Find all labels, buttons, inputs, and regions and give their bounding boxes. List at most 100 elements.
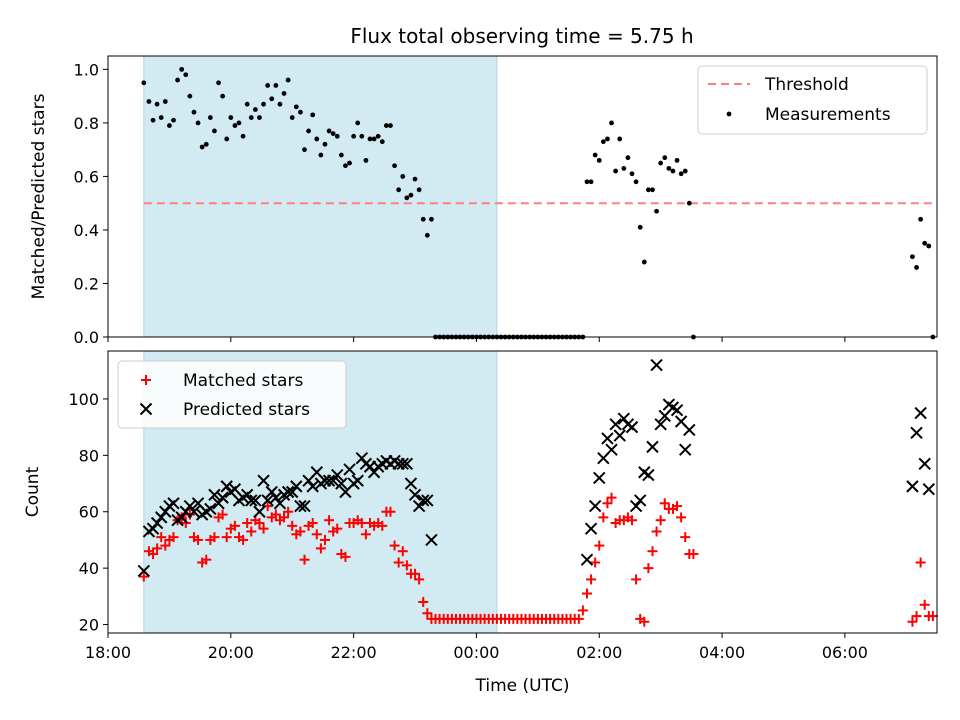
- predicted-star-point: [253, 505, 266, 518]
- bottom-panel: 20 40 60 80 100 18:00 20:00 22:00 00:00 02:00 04:…: [23, 350, 938, 696]
- measurement-point: [412, 176, 418, 182]
- measurement-point: [338, 152, 344, 158]
- matched-star-point: [377, 520, 388, 531]
- measurement-point: [191, 109, 197, 115]
- measurement-point: [302, 147, 307, 153]
- measurement-point: [343, 163, 348, 169]
- matched-star-point: [915, 557, 926, 568]
- measurement-point: [326, 128, 332, 134]
- measurement-point: [216, 80, 221, 86]
- predicted-star-point: [269, 491, 283, 504]
- measurement-point: [666, 166, 672, 171]
- measurement-point: [199, 144, 205, 150]
- measurement-point: [212, 128, 217, 134]
- predicted-star-point: [257, 474, 270, 487]
- measurement-point: [914, 265, 919, 270]
- x-axis-label: Time (UTC): [475, 676, 570, 696]
- predicted-star-point: [183, 499, 197, 513]
- matched-star-point: [324, 515, 335, 526]
- matched-star-point: [311, 529, 322, 540]
- predicted-star-point: [642, 468, 655, 482]
- legend-matched-swatch: [141, 375, 151, 385]
- top-panel: 0.0 0.2 0.4 0.6 0.8 1.0 Matched/Predicted sta…: [29, 55, 938, 347]
- measurement-point: [584, 179, 590, 185]
- matched-star-point: [911, 611, 922, 622]
- y-tick-label: 20: [79, 616, 99, 635]
- y-tick-label: 100: [68, 390, 99, 409]
- measurement-point: [367, 136, 373, 142]
- matched-star-point: [295, 526, 306, 537]
- top-y-ticks: 0.0 0.2 0.4 0.6 0.8 1.0: [74, 60, 108, 347]
- matched-star-point: [254, 518, 265, 529]
- measurement-point: [154, 101, 160, 107]
- measurement-point: [281, 91, 287, 96]
- matched-star-point: [332, 523, 343, 534]
- measurement-point: [252, 107, 258, 112]
- predicted-star-point: [646, 440, 659, 454]
- measurement-point: [910, 254, 915, 260]
- x-tick-label: 00:00: [453, 643, 499, 662]
- measurement-point: [392, 163, 397, 169]
- y-tick-label: 0.0: [74, 328, 99, 347]
- predicted-star-point: [580, 553, 594, 566]
- measurement-point: [285, 77, 291, 83]
- measurement-point: [641, 259, 647, 265]
- measurement-point: [588, 179, 594, 185]
- measurement-point: [918, 216, 924, 222]
- matched-star-point: [594, 540, 605, 551]
- top-axes-frame: [107, 55, 938, 338]
- predicted-star-point: [613, 429, 626, 442]
- measurement-point: [375, 133, 381, 139]
- top-legend: Threshold Measurements: [697, 65, 928, 135]
- measurement-point: [146, 99, 152, 104]
- matched-star-point: [655, 515, 666, 526]
- matched-star-point: [148, 549, 159, 560]
- matched-star-point: [573, 613, 584, 624]
- measurement-point: [220, 93, 226, 99]
- matched-star-point: [422, 608, 433, 619]
- y-tick-label: 0.4: [74, 221, 99, 240]
- predicted-star-point: [216, 491, 229, 504]
- measurement-point: [203, 141, 209, 147]
- predicted-star-point: [625, 420, 639, 434]
- matched-star-point: [283, 506, 294, 517]
- matched-star-point: [160, 540, 171, 551]
- matched-star-point: [279, 512, 290, 523]
- predicted-star-point: [281, 485, 295, 499]
- predicted-star-point: [679, 443, 692, 456]
- predicted-star-point: [150, 516, 164, 530]
- measurement-point: [273, 83, 279, 88]
- matched-star-point: [156, 532, 167, 543]
- predicted-star-point: [187, 505, 201, 518]
- predicted-star-point: [245, 494, 258, 507]
- predicted-star-point: [331, 468, 344, 482]
- top-shaded-span: [143, 55, 498, 338]
- predicted-star-point: [155, 511, 168, 524]
- measurement-point: [187, 93, 193, 99]
- predicted-stars-series: [137, 358, 936, 578]
- predicted-star-point: [601, 432, 614, 445]
- measurement-point: [613, 168, 619, 174]
- matched-star-point: [927, 611, 938, 622]
- measurement-point: [617, 136, 623, 142]
- predicted-star-point: [298, 499, 311, 513]
- matched-star-point: [586, 574, 597, 585]
- predicted-star-point: [167, 497, 180, 510]
- measurement-point: [347, 160, 352, 166]
- predicted-star-point: [175, 511, 188, 524]
- predicted-star-point: [421, 494, 434, 507]
- predicted-star-point: [650, 358, 663, 372]
- measurement-point: [334, 133, 340, 139]
- predicted-star-point: [654, 418, 667, 431]
- predicted-star-point: [286, 485, 299, 499]
- x-tick-label: 20:00: [208, 643, 254, 662]
- matched-star-point: [590, 557, 601, 568]
- measurement-point: [224, 136, 230, 142]
- predicted-star-point: [294, 499, 307, 513]
- matched-star-point: [680, 532, 691, 543]
- matched-star-point: [270, 509, 281, 520]
- measurement-point: [420, 216, 426, 222]
- predicted-star-point: [249, 494, 262, 507]
- y-tick-label: 0.6: [74, 167, 99, 186]
